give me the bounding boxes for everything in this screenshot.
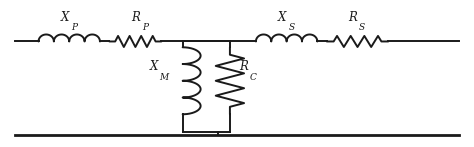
Text: S: S <box>359 23 365 32</box>
Text: X: X <box>150 61 158 74</box>
Text: R: R <box>240 61 248 74</box>
Text: P: P <box>142 23 148 32</box>
Text: X: X <box>278 11 286 24</box>
Text: C: C <box>250 72 257 81</box>
Text: S: S <box>288 23 294 32</box>
Text: X: X <box>60 11 69 24</box>
Text: R: R <box>348 11 357 24</box>
Text: P: P <box>71 23 77 32</box>
Text: M: M <box>159 72 168 81</box>
Text: R: R <box>131 11 140 24</box>
